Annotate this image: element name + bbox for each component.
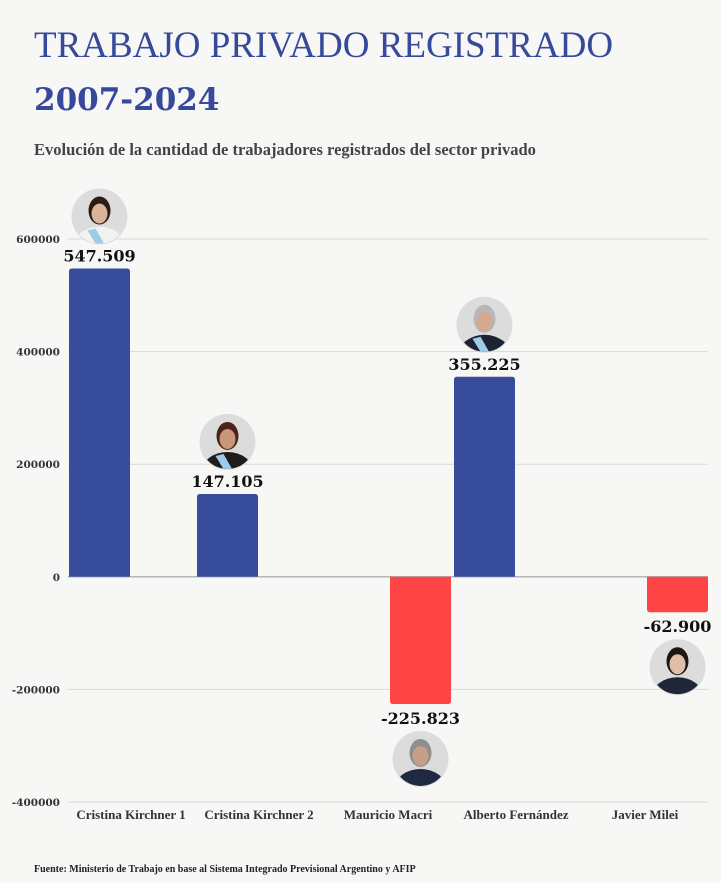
x-tick-label: Cristina Kirchner 1 (76, 807, 185, 822)
presidential-sash-icon (87, 228, 112, 244)
portrait-body (458, 334, 511, 352)
portrait-figure (394, 738, 447, 786)
presidential-sash-icon (472, 336, 497, 352)
portrait-face (412, 745, 429, 766)
portrait-face (476, 311, 493, 332)
portrait-figure (73, 196, 126, 244)
x-tick-label: Cristina Kirchner 2 (204, 807, 313, 822)
portraits (71, 188, 706, 787)
portrait-face (91, 203, 108, 224)
data-label: 355.225 (448, 355, 520, 374)
bar-cristina-kirchner-1 (69, 268, 130, 577)
y-tick-label: -400000 (12, 797, 60, 809)
portrait-figure (651, 647, 704, 695)
y-tick-label: 0 (53, 572, 60, 584)
chart-subtitle: Evolución de la cantidad de trabajadores… (34, 140, 536, 159)
portrait-mauricio-macri (392, 730, 449, 787)
data-labels: 547.509 147.105 -225.823 355.225 -62.900 (63, 247, 711, 728)
bar-javier-milei (647, 576, 708, 613)
gridlines (68, 238, 708, 803)
data-label: -62.900 (644, 617, 712, 636)
portrait-cristina-kirchner-1 (71, 188, 128, 245)
x-tick-label: Mauricio Macri (344, 807, 433, 822)
bar-alberto-fernandez (454, 376, 515, 577)
portrait-cristina-kirchner-2 (199, 413, 256, 470)
y-tick-label: 600000 (16, 234, 60, 246)
portrait-javier-milei (649, 639, 706, 696)
x-tick-label: Javier Milei (612, 807, 679, 822)
data-label: -225.823 (381, 709, 460, 728)
y-tick-label: -200000 (12, 684, 60, 696)
portrait-face (669, 654, 686, 675)
y-axis-ticks: 600000 400000 200000 0 -200000 -400000 (12, 234, 60, 809)
portrait-body (73, 226, 126, 244)
x-tick-label: Alberto Fernández (463, 807, 568, 822)
data-label: 547.509 (63, 247, 135, 266)
y-tick-label: 400000 (16, 347, 60, 359)
portrait-alberto-fernandez (456, 296, 513, 353)
y-tick-label: 200000 (16, 459, 60, 471)
chart-title: TRABAJO PRIVADO REGISTRADO (34, 25, 614, 66)
source-note: Fuente: Ministerio de Trabajo en base al… (34, 864, 416, 875)
bar-mauricio-macri (390, 576, 451, 704)
portrait-figure (458, 304, 511, 352)
presidential-sash-icon (215, 453, 240, 469)
portrait-face (219, 428, 236, 449)
bars (69, 268, 708, 704)
portrait-body (201, 451, 254, 469)
data-label: 147.105 (191, 472, 263, 491)
portrait-body (394, 768, 447, 786)
portrait-figure (201, 421, 254, 469)
portrait-body (651, 677, 704, 695)
chart-title-years: 2007-2024 (34, 82, 220, 118)
bar-cristina-kirchner-2 (197, 493, 258, 577)
x-axis-labels: Cristina Kirchner 1 Cristina Kirchner 2 Ma… (76, 807, 678, 822)
